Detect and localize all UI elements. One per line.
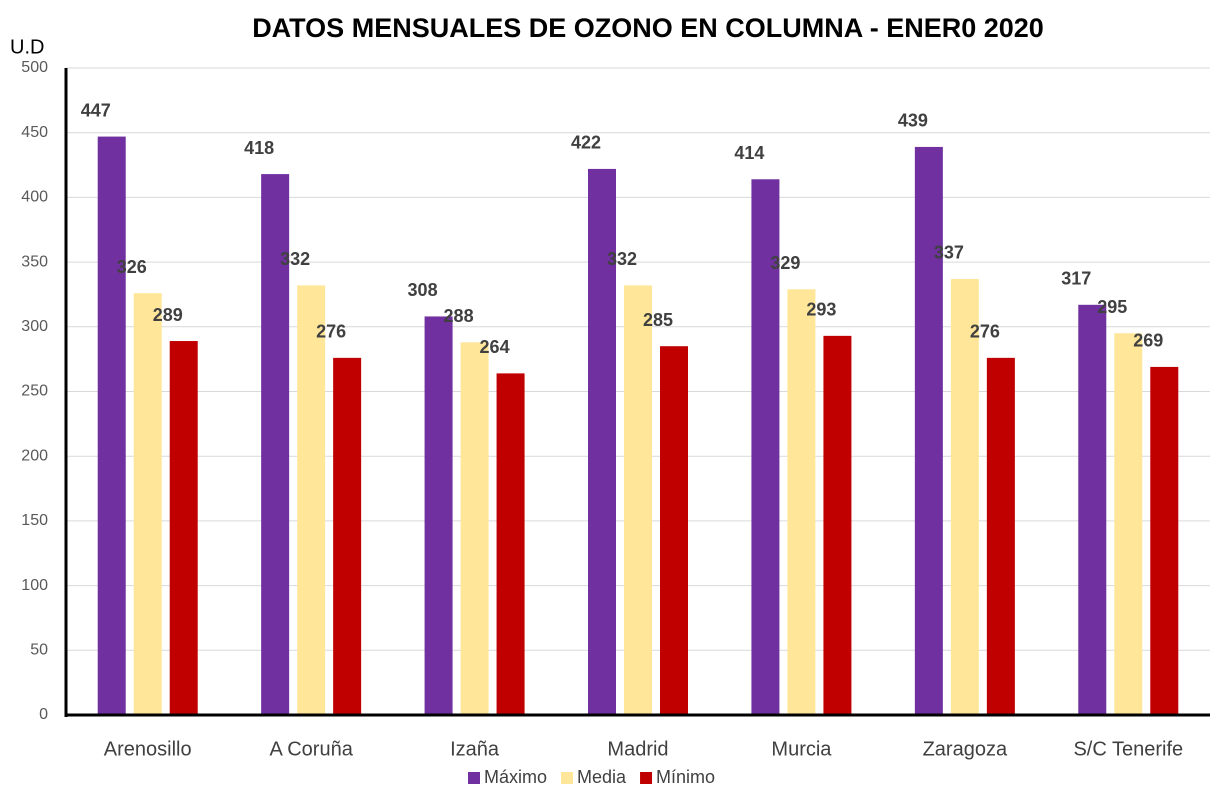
- x-tick-label: S/C Tenerife: [1073, 738, 1183, 760]
- bar: [624, 285, 652, 715]
- value-label: 276: [316, 322, 346, 342]
- y-tick-label: 50: [30, 642, 48, 659]
- legend-label: Mínimo: [656, 767, 715, 787]
- value-label: 289: [153, 305, 183, 325]
- value-label: 285: [643, 310, 673, 330]
- bar: [823, 335, 852, 715]
- x-tick-label: Zaragoza: [923, 738, 1008, 760]
- value-label: 439: [898, 111, 928, 131]
- value-label: 332: [607, 249, 637, 269]
- value-label: 329: [770, 253, 800, 273]
- bar: [333, 357, 362, 715]
- value-label: 422: [571, 133, 601, 153]
- x-tick-label: A Coruña: [269, 738, 353, 760]
- y-tick-label: 150: [21, 512, 48, 529]
- x-tick-label: Arenosillo: [104, 738, 192, 760]
- value-label: 326: [117, 257, 147, 277]
- bar: [424, 316, 453, 715]
- y-tick-label: 350: [21, 253, 48, 270]
- bar: [460, 342, 489, 715]
- y-tick-label: 300: [21, 318, 48, 335]
- value-label: 337: [934, 243, 964, 263]
- bar: [1114, 333, 1143, 715]
- value-label: 414: [734, 143, 764, 163]
- value-label: 447: [81, 100, 111, 120]
- bar: [588, 168, 616, 715]
- value-label: 317: [1061, 269, 1091, 289]
- legend-swatch: [640, 772, 653, 784]
- bar: [97, 136, 126, 715]
- value-label: 276: [970, 322, 1000, 342]
- x-tick-label: Madrid: [607, 738, 668, 760]
- legend-label: Media: [577, 767, 627, 787]
- y-tick-label: 450: [21, 124, 48, 141]
- value-label: 295: [1097, 297, 1127, 317]
- value-label: 293: [806, 300, 836, 320]
- y-tick-label: 500: [21, 59, 48, 76]
- legend-swatch: [468, 772, 480, 784]
- bar: [914, 146, 943, 715]
- value-label: 264: [480, 337, 510, 357]
- value-label: 288: [444, 306, 474, 326]
- y-tick-label: 250: [21, 383, 48, 400]
- value-label: 308: [408, 280, 438, 300]
- bar: [1078, 304, 1107, 715]
- legend-swatch: [561, 772, 574, 784]
- x-tick-label: Izaña: [450, 738, 500, 760]
- x-tick-label: Murcia: [771, 738, 832, 760]
- legend-label: Máximo: [484, 767, 547, 787]
- y-tick-label: 100: [21, 577, 48, 594]
- bar: [496, 373, 525, 715]
- chart-title: DATOS MENSUALES DE OZONO EN COLUMNA - EN…: [252, 13, 1044, 43]
- bar: [297, 285, 326, 715]
- value-label: 332: [280, 249, 310, 269]
- bar: [1150, 366, 1179, 715]
- bar: [261, 174, 290, 715]
- y-tick-label: 0: [39, 706, 48, 723]
- bar: [986, 357, 1015, 715]
- value-label: 269: [1133, 331, 1163, 351]
- bar: [787, 289, 816, 715]
- bar: [751, 179, 780, 715]
- bar: [133, 293, 162, 715]
- value-label: 418: [244, 138, 274, 158]
- y-axis-label: U.D: [10, 36, 44, 58]
- y-tick-label: 400: [21, 189, 48, 206]
- bar: [660, 346, 688, 715]
- y-tick-label: 200: [21, 447, 48, 464]
- bar: [169, 341, 198, 715]
- bar: [950, 278, 979, 715]
